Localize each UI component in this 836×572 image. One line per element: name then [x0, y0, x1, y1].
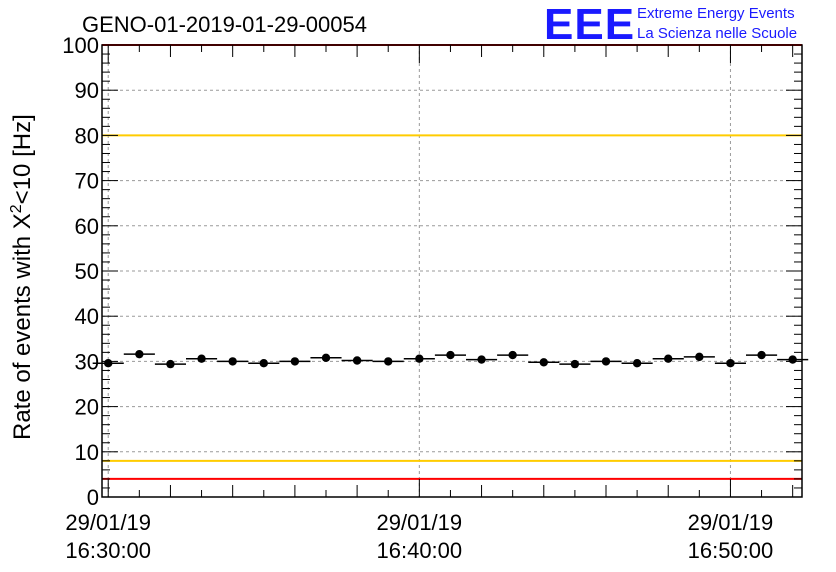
data-point: [217, 357, 249, 366]
logo-line2: La Scienza nelle Scuole: [637, 25, 797, 42]
point-marker: [259, 359, 268, 368]
point-marker: [664, 354, 673, 363]
chart-title: GENO-01-2019-01-29-00054: [82, 12, 367, 37]
data-point: [528, 358, 560, 367]
x-tick-date: 29/01/19: [688, 510, 774, 535]
data-point: [186, 354, 218, 363]
y-tick-label: 40: [75, 304, 99, 329]
point-marker: [228, 357, 237, 366]
y-tick-label: 70: [75, 169, 99, 194]
data-point: [777, 355, 809, 364]
data-point: [466, 355, 498, 364]
data-point: [154, 359, 186, 369]
point-marker: [166, 359, 175, 369]
point-marker: [446, 350, 455, 360]
eee-logo: EEE Extreme Energy Events La Scienza nel…: [544, 0, 797, 49]
logo-mark: EEE: [544, 0, 635, 49]
x-axis: 29/01/19 16:30:00 29/01/19 16:40:00 29/01/19…: [65, 45, 794, 563]
x-tick-time: 16:40:00: [377, 538, 463, 563]
point-marker: [508, 350, 517, 360]
y-tick-label: 60: [75, 214, 99, 239]
point-marker: [570, 359, 580, 369]
point-marker: [384, 357, 393, 366]
data-point: [683, 352, 715, 362]
x-tick-date: 29/01/19: [65, 510, 151, 535]
point-marker: [601, 357, 611, 366]
reference-lines: [102, 44, 802, 480]
data-point: [714, 359, 746, 368]
data-point: [590, 357, 622, 366]
data-point: [434, 350, 466, 360]
point-marker: [197, 354, 206, 363]
data-point: [497, 350, 529, 360]
point-marker: [352, 356, 362, 365]
y-tick-label: 90: [75, 78, 99, 103]
grid: [102, 45, 802, 497]
data-points: [92, 349, 809, 369]
y-axis: 0 10 20 30 40 50 60 70 80 90 100: [62, 33, 802, 510]
data-point: [123, 349, 155, 359]
point-marker: [757, 350, 766, 360]
y-tick-label: 80: [75, 123, 99, 148]
x-tick-time: 16:50:00: [688, 538, 774, 563]
data-point: [621, 359, 653, 368]
point-marker: [788, 355, 797, 364]
y-tick-label: 0: [87, 485, 99, 510]
y-tick-label: 10: [75, 440, 99, 465]
logo-line1: Extreme Energy Events: [637, 5, 795, 22]
x-tick-date: 29/01/19: [377, 510, 463, 535]
x-tick-time: 16:30:00: [65, 538, 151, 563]
data-point: [310, 353, 342, 362]
point-marker: [415, 354, 424, 363]
data-point: [559, 359, 591, 369]
point-marker: [135, 349, 144, 359]
point-marker: [104, 359, 113, 368]
data-point: [341, 356, 373, 365]
point-marker: [695, 352, 704, 362]
data-point: [652, 354, 684, 363]
point-marker: [321, 353, 331, 362]
point-marker: [632, 359, 642, 368]
y-tick-label: 20: [75, 395, 99, 420]
point-marker: [477, 355, 486, 364]
y-axis-label: Rate of events with X2<10 [Hz]: [8, 114, 36, 440]
data-point: [248, 359, 280, 368]
point-marker: [290, 357, 300, 366]
point-marker: [539, 358, 548, 367]
data-point: [403, 354, 435, 363]
data-point: [746, 350, 778, 360]
data-point: [372, 357, 404, 366]
data-point: [279, 357, 311, 366]
data-point: [92, 359, 124, 368]
y-tick-label: 50: [75, 259, 99, 284]
y-tick-label: 100: [62, 33, 99, 58]
point-marker: [726, 359, 735, 368]
y-tick-label: 30: [75, 349, 99, 374]
